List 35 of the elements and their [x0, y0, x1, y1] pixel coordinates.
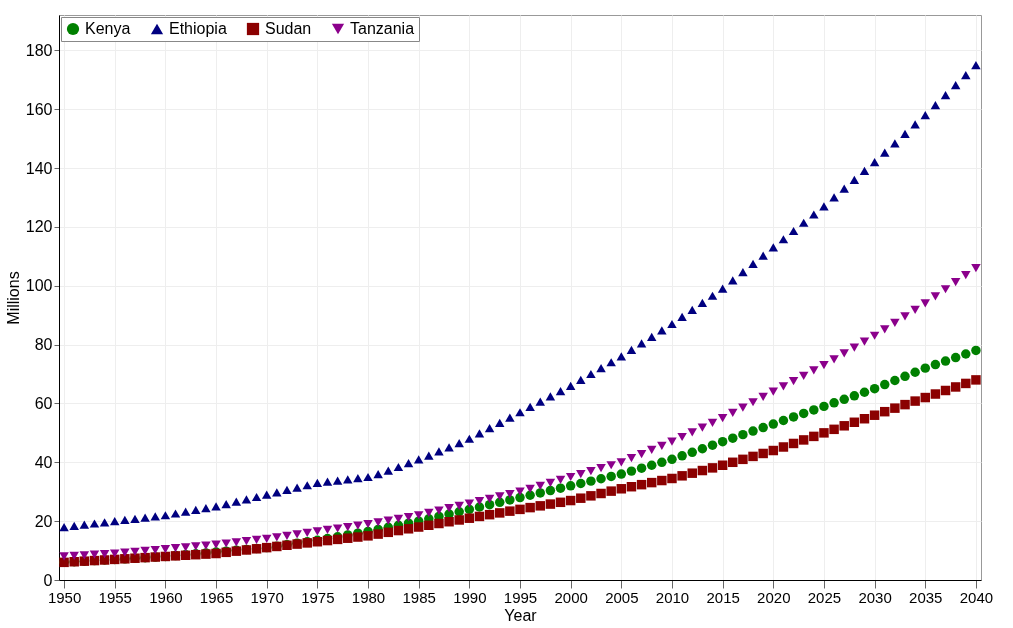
- legend-label: Kenya: [85, 20, 131, 37]
- x-axis-title: Year: [504, 606, 538, 624]
- x-tick-label: 1960: [149, 588, 183, 606]
- y-tick-label: 120: [25, 218, 53, 236]
- x-tick-label: 2015: [706, 588, 740, 606]
- legend-label: Tanzania: [350, 20, 415, 37]
- x-tick-label: 2005: [605, 588, 639, 606]
- x-tick-label: 1980: [351, 588, 386, 606]
- y-axis-title: Millions: [4, 271, 22, 325]
- y-tick-label: 160: [25, 100, 53, 118]
- x-tick-label: 2025: [807, 588, 842, 606]
- y-tick-label: 60: [34, 394, 53, 412]
- y-tick-label: 140: [25, 159, 53, 177]
- y-tick-label: 40: [34, 453, 53, 471]
- y-tick-label: 100: [25, 277, 53, 295]
- x-tick-label: 2035: [909, 588, 943, 606]
- legend-label: Sudan: [265, 20, 312, 37]
- x-tick-label: 2040: [959, 588, 994, 606]
- y-tick-label: 0: [43, 571, 53, 589]
- x-tick-label: 1955: [98, 588, 132, 606]
- x-tick-label: 1975: [301, 588, 335, 606]
- x-tick-label: 1990: [453, 588, 487, 606]
- x-tick-label: 2010: [655, 588, 690, 606]
- x-tick-label: 1970: [250, 588, 284, 606]
- y-tick-label: 20: [34, 512, 53, 530]
- x-tick-label: 2000: [554, 588, 588, 606]
- x-tick-label: 2020: [757, 588, 791, 606]
- y-tick-label: 180: [25, 41, 53, 59]
- x-tick-label: 1985: [402, 588, 436, 606]
- x-tick-label: 1995: [503, 588, 538, 606]
- x-tick-label: 1965: [199, 588, 234, 606]
- y-tick-label: 80: [34, 336, 53, 354]
- legend-label: Ethiopia: [169, 20, 227, 37]
- x-tick-label: 2030: [858, 588, 892, 606]
- x-tick-label: 1950: [47, 588, 82, 606]
